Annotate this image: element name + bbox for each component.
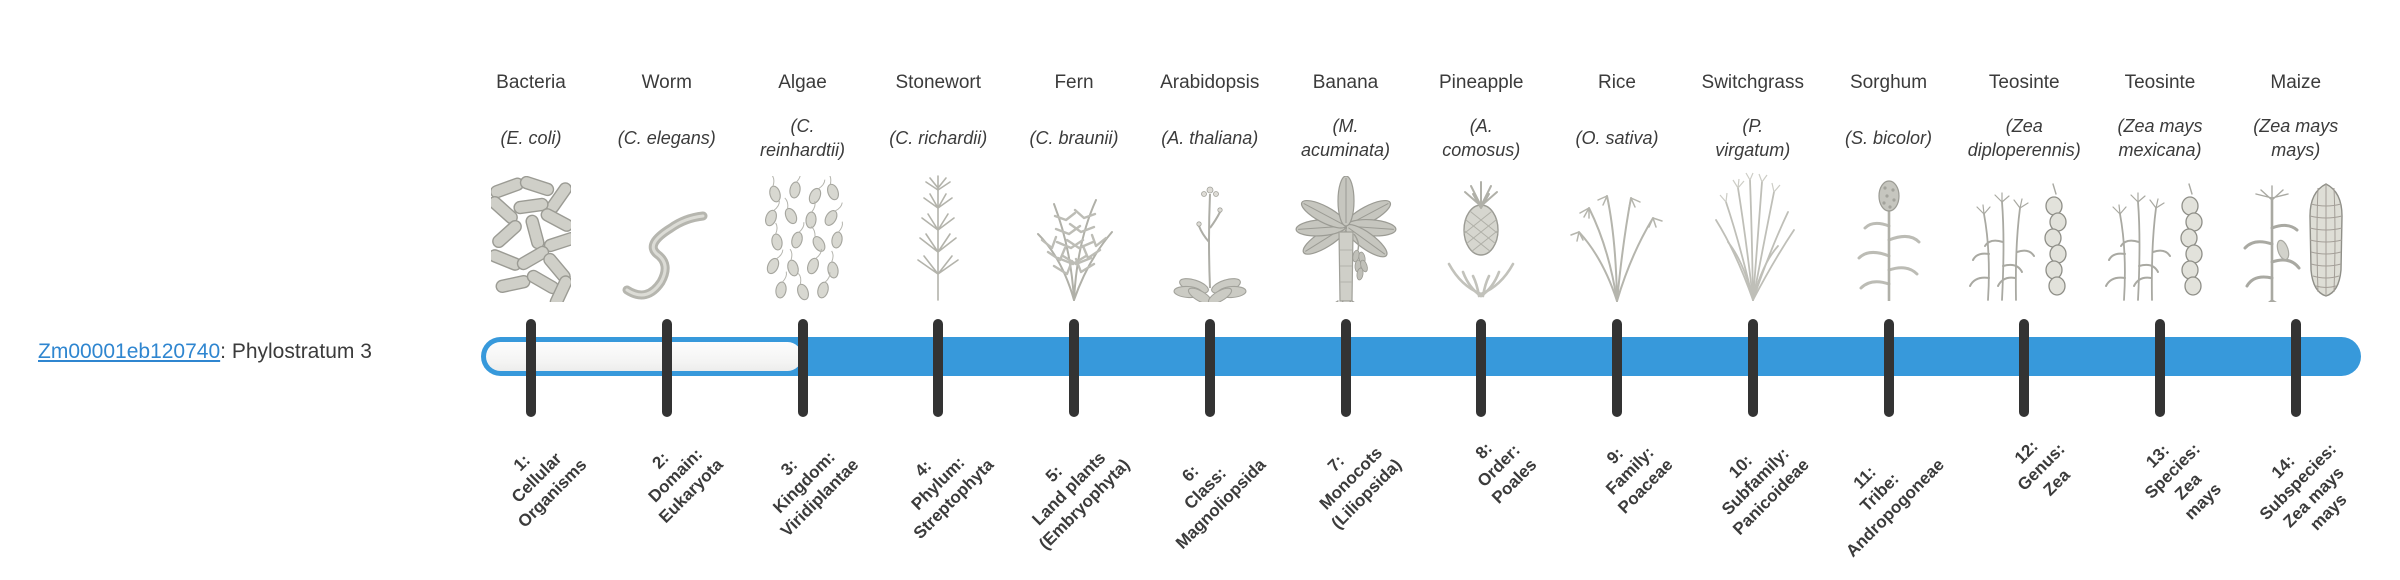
stratum-tick (797, 319, 808, 417)
organism-common-name: Teosinte (1988, 72, 2060, 93)
fern-icon (1004, 170, 1144, 302)
organism-scientific-name: (O. sativa) (1575, 127, 1659, 148)
taxon-column: Worm (C. elegans) 2: Domain: Eukaryota (597, 0, 737, 580)
gene-label: Zm00001eb120740: Phylostratum 3 (38, 340, 372, 364)
organism-scientific-name: (S. bicolor) (1844, 127, 1933, 148)
taxon-column: Fern (C. braunii) 5: Land plants (Embryo… (1004, 0, 1144, 580)
taxon-column: Banana (M. acuminata) 7: Monocots (Lilio… (1276, 0, 1416, 580)
stratum-tick (2019, 319, 2030, 417)
stratum-tick (526, 319, 536, 417)
stratum-label: 4: Phylum: Streptophyta (908, 453, 998, 543)
stratum-label: 3: Kingdom: Viridiplantae (769, 447, 862, 541)
organism-common-name: Stonewort (895, 72, 982, 93)
stratum-label: 13: Species: Zea mays (2141, 439, 2226, 524)
stratum-tick (1204, 319, 1215, 417)
stratum-label: 7: Monocots (Liliopsida) (1315, 443, 1405, 533)
stratum-tick (1747, 319, 1758, 417)
organism-common-name: Sorghum (1849, 72, 1928, 93)
stratum-label: 1: Cellular Organisms (508, 449, 591, 532)
taxon-column: Arabidopsis (A. thaliana) 6: Class: Magn… (1140, 0, 1280, 580)
pineapple-icon (1411, 170, 1551, 302)
teosinte-icon (1954, 170, 2094, 302)
stratum-label: 10: Subfamily: Panicoideae (1717, 444, 1813, 539)
organism-common-name: Teosinte (2124, 72, 2196, 93)
taxon-column: Rice (O. sativa) 9: Family: Poaceae (1547, 0, 1687, 580)
worm-icon (597, 170, 737, 302)
organism-scientific-name: (A. thaliana) (1161, 127, 1259, 148)
taxon-column: Maize (Zea mays mays) 14: Subspecies: Ze… (2226, 0, 2366, 580)
sorghum-icon (1819, 170, 1959, 302)
stratum-tick (1340, 319, 1351, 417)
taxon-column: Teosinte (Zea diploperennis) 12: Genus: … (1954, 0, 2094, 580)
organism-common-name: Banana (1312, 72, 1379, 93)
organism-scientific-name: (Zea diploperennis) (1967, 115, 2081, 160)
banana-icon (1276, 170, 1416, 302)
taxon-column: Teosinte (Zea mays mexicana) 13: Species… (2090, 0, 2230, 580)
stratum-label: 9: Family: Poaceae (1602, 443, 1677, 518)
taxon-column: Switchgrass (P. virgatum) 10: Subfamily:… (1683, 0, 1823, 580)
stratum-tick (1883, 319, 1894, 417)
organism-common-name: Arabidopsis (1160, 72, 1260, 93)
organism-scientific-name: (P. virgatum) (1715, 115, 1791, 160)
stratum-label: 12: Genus: Zea (2010, 436, 2074, 500)
stratum-tick (933, 319, 944, 417)
stratum-tick (2290, 319, 2301, 417)
organism-scientific-name: (C. braunii) (1029, 127, 1119, 148)
timeline-bar (481, 337, 2361, 376)
organism-scientific-name: (Zea mays mays) (2253, 115, 2339, 160)
stratum-tick (661, 319, 672, 417)
rice-icon (1547, 170, 1687, 302)
arabidopsis-icon (1140, 170, 1280, 302)
organism-scientific-name: (C. elegans) (617, 127, 716, 148)
maize-icon (2226, 170, 2366, 302)
stratum-tick (1476, 319, 1487, 417)
organism-common-name: Switchgrass (1701, 72, 1804, 93)
organism-scientific-name: (E. coli) (500, 127, 562, 148)
stratum-tick (1069, 319, 1079, 417)
organism-scientific-name: (Zea mays mexicana) (2117, 115, 2203, 160)
stratum-label: 8: Order: Poales (1472, 438, 1541, 508)
taxon-column: Stonewort (C. richardii) 4: Phylum: Stre… (868, 0, 1008, 580)
teosinte-icon (2090, 170, 2230, 302)
organism-common-name: Maize (2270, 72, 2322, 93)
organism-scientific-name: (M. acuminata) (1300, 115, 1391, 160)
organism-common-name: Rice (1597, 72, 1636, 93)
organism-common-name: Pineapple (1438, 72, 1524, 93)
switchgrass-icon (1683, 170, 1823, 302)
gene-id-link[interactable]: Zm00001eb120740 (38, 340, 221, 363)
stratum-label: 6: Class: Magnoliopsida (1171, 454, 1270, 553)
organism-scientific-name: (A. comosus) (1442, 115, 1521, 160)
stratum-label: 5: Land plants (Embryophyta) (1028, 448, 1134, 554)
stratum-tick (1612, 319, 1622, 417)
stratum-tick (2155, 319, 2165, 417)
organism-common-name: Worm (641, 72, 692, 93)
organism-common-name: Bacteria (496, 72, 566, 93)
organism-scientific-name: (C. reinhardtii) (759, 115, 846, 160)
bacteria-icon (461, 170, 601, 302)
timeline-bar-unfilled-segment (486, 342, 802, 371)
taxon-column: Sorghum (S. bicolor) 11: Tribe: Andropog… (1819, 0, 1959, 580)
organism-scientific-name: (C. richardii) (889, 127, 988, 148)
algae-icon (733, 170, 873, 302)
stonewort-icon (868, 170, 1008, 302)
stratum-label: 2: Domain: Eukaryota (644, 444, 727, 527)
taxon-column: Algae (C. reinhardtii) 3: Kingdom: Virid… (733, 0, 873, 580)
stratum-label: 14: Subspecies: Zea mays mays (2255, 439, 2351, 535)
taxon-column: Bacteria (E. coli) 1: Cellular Organisms (461, 0, 601, 580)
taxon-column: Pineapple (A. comosus) 8: Order: Poales (1411, 0, 1551, 580)
organism-common-name: Fern (1054, 72, 1094, 93)
gene-phylostratum-text: : Phylostratum 3 (220, 340, 372, 363)
stratum-label: 11: Tribe: Andropogoneae (1842, 454, 1948, 561)
organism-common-name: Algae (778, 72, 827, 93)
